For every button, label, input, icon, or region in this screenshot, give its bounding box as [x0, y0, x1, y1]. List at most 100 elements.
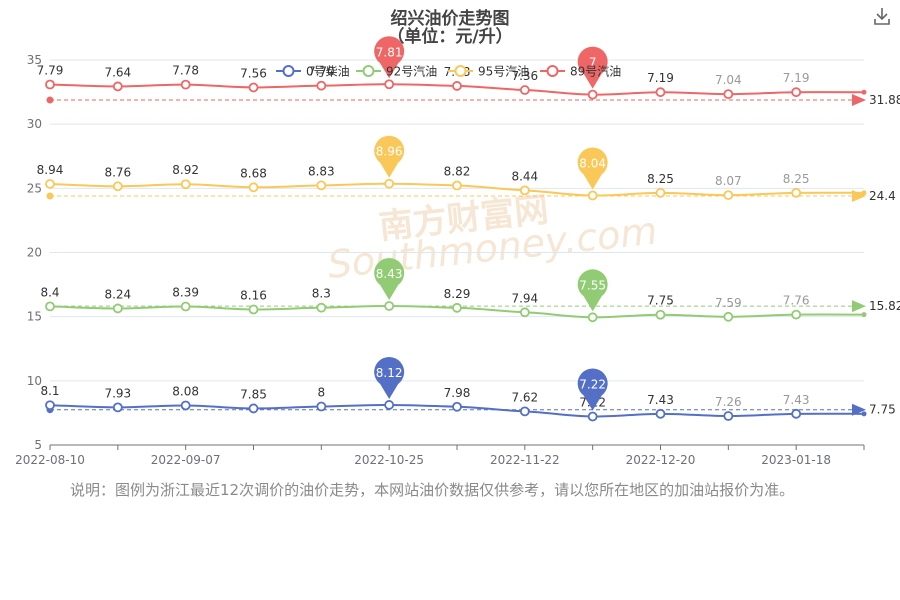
data-point — [112, 81, 123, 92]
data-point — [655, 309, 666, 320]
data-label: 8.82 — [444, 165, 471, 179]
legend-label: 89号汽油 — [570, 64, 621, 79]
max-pin-gas89-shape — [374, 36, 405, 79]
data-point — [519, 185, 530, 196]
avg-label: 7.75 — [869, 403, 896, 417]
data-label: 7.94 — [511, 291, 538, 305]
data-label: 7.36 — [511, 69, 538, 83]
max-pin-gas92-label: 8.43 — [376, 267, 403, 281]
data-label: 7.70 — [308, 65, 335, 79]
legend-item-gas92[interactable]: 92号汽油 — [356, 64, 437, 79]
data-point — [452, 180, 462, 191]
data-point — [45, 79, 55, 90]
legend-marker — [546, 65, 559, 77]
y-tick-label: 25 — [27, 181, 42, 195]
min-pin-gas95: 8.04 — [577, 147, 608, 190]
data-label: 7.19 — [647, 71, 674, 85]
data-point — [861, 89, 867, 95]
data-label: 8.68 — [240, 166, 267, 180]
data-point — [248, 403, 259, 414]
min-pin-gas89-shape — [577, 46, 608, 89]
legend[interactable]: 0号柴油 92号汽油 95号汽油 89号汽油 — [276, 64, 621, 79]
max-pin-diesel0-shape — [374, 356, 405, 399]
legend-marker — [362, 65, 375, 77]
data-point — [723, 311, 734, 322]
legend-label: 0号柴油 — [306, 65, 350, 79]
data-label: 8.92 — [172, 163, 199, 177]
legend-item-gas89[interactable]: 89号汽油 — [540, 64, 621, 79]
legend-item-gas95[interactable]: 95号汽油 — [448, 64, 529, 79]
data-point — [519, 307, 530, 318]
data-point — [180, 301, 191, 312]
avg-label: 24.4 — [869, 189, 896, 203]
legend-label: 95号汽油 — [478, 64, 529, 79]
x-tick-label: 2022-12-20 — [626, 453, 696, 467]
max-pin-gas92-shape — [374, 258, 405, 301]
data-point — [112, 402, 123, 413]
data-point — [861, 312, 867, 318]
data-label: 8.76 — [104, 165, 131, 179]
legend-item-diesel0[interactable]: 0号柴油 — [276, 65, 350, 79]
x-tick-label: 2022-08-10 — [15, 453, 85, 467]
data-label: 7.56 — [240, 66, 267, 80]
data-point — [655, 87, 666, 98]
min-pin-gas95-label: 8.04 — [579, 157, 606, 171]
data-point — [45, 301, 55, 312]
y-tick-label: 30 — [27, 117, 42, 131]
data-point — [452, 81, 462, 91]
data-label: 7.75 — [647, 294, 674, 308]
data-label: 8.16 — [240, 288, 267, 302]
y-tick-label: 5 — [34, 438, 42, 452]
series-points — [45, 79, 867, 422]
data-point — [655, 408, 666, 419]
data-label: 8.94 — [37, 163, 64, 177]
data-label: 8.83 — [308, 164, 335, 178]
min-pin-diesel0-label: 7.22 — [579, 378, 606, 392]
data-point — [723, 411, 734, 421]
data-point — [248, 182, 259, 193]
avg-start-dot — [46, 192, 54, 200]
data-point — [248, 82, 259, 93]
avg-label: 15.82 — [869, 299, 900, 313]
legend-label: 92号汽油 — [386, 64, 437, 79]
data-point — [723, 89, 734, 100]
data-point — [655, 187, 666, 198]
data-label: 8.25 — [647, 172, 674, 186]
data-label: 8.24 — [104, 287, 131, 301]
min-pin-gas89-label: 7 — [589, 56, 597, 70]
data-point — [45, 179, 55, 189]
download-icon[interactable] — [870, 4, 894, 28]
y-tick-label: 35 — [27, 53, 42, 67]
avg-arrow — [852, 300, 866, 313]
footnote: 说明：图例为浙江最近12次调价的油价走势，本网站油价数据仅供参考，请以您所在地区… — [70, 481, 795, 499]
max-pin-gas95-label: 8.96 — [376, 145, 403, 159]
data-point — [861, 190, 867, 196]
data-label: 7.62 — [511, 390, 538, 404]
data-point — [791, 87, 802, 98]
data-point — [316, 302, 327, 313]
data-point — [384, 178, 395, 189]
data-label: 8.07 — [715, 174, 742, 188]
x-tick-label: 2023-01-18 — [761, 453, 831, 467]
x-tick-label: 2022-09-07 — [151, 453, 221, 467]
data-label: 8.44 — [511, 169, 538, 183]
min-pin-gas92-label: 7.55 — [579, 278, 606, 292]
data-label: 7.64 — [104, 65, 131, 79]
data-label: 7.76 — [783, 294, 810, 308]
max-pin-gas89: 7.81 — [374, 36, 405, 79]
max-pin-diesel0-label: 8.12 — [376, 366, 403, 380]
data-label: 7.04 — [715, 73, 742, 87]
data-point — [384, 400, 395, 410]
data-label: 7.98 — [444, 386, 471, 400]
data-label: 8.39 — [172, 286, 199, 300]
axes: 5 10 15 20 25 30 35 2022-08-10 2022-09-07 2022-10… — [15, 53, 865, 467]
data-point — [723, 190, 734, 201]
legend-marker — [282, 65, 295, 77]
data-label: 7.78 — [172, 64, 199, 78]
data-point — [180, 400, 191, 411]
data-point — [316, 80, 327, 91]
chart-subtitle: （单位：元/升） — [387, 27, 513, 47]
max-pin-gas95-shape — [374, 135, 405, 178]
